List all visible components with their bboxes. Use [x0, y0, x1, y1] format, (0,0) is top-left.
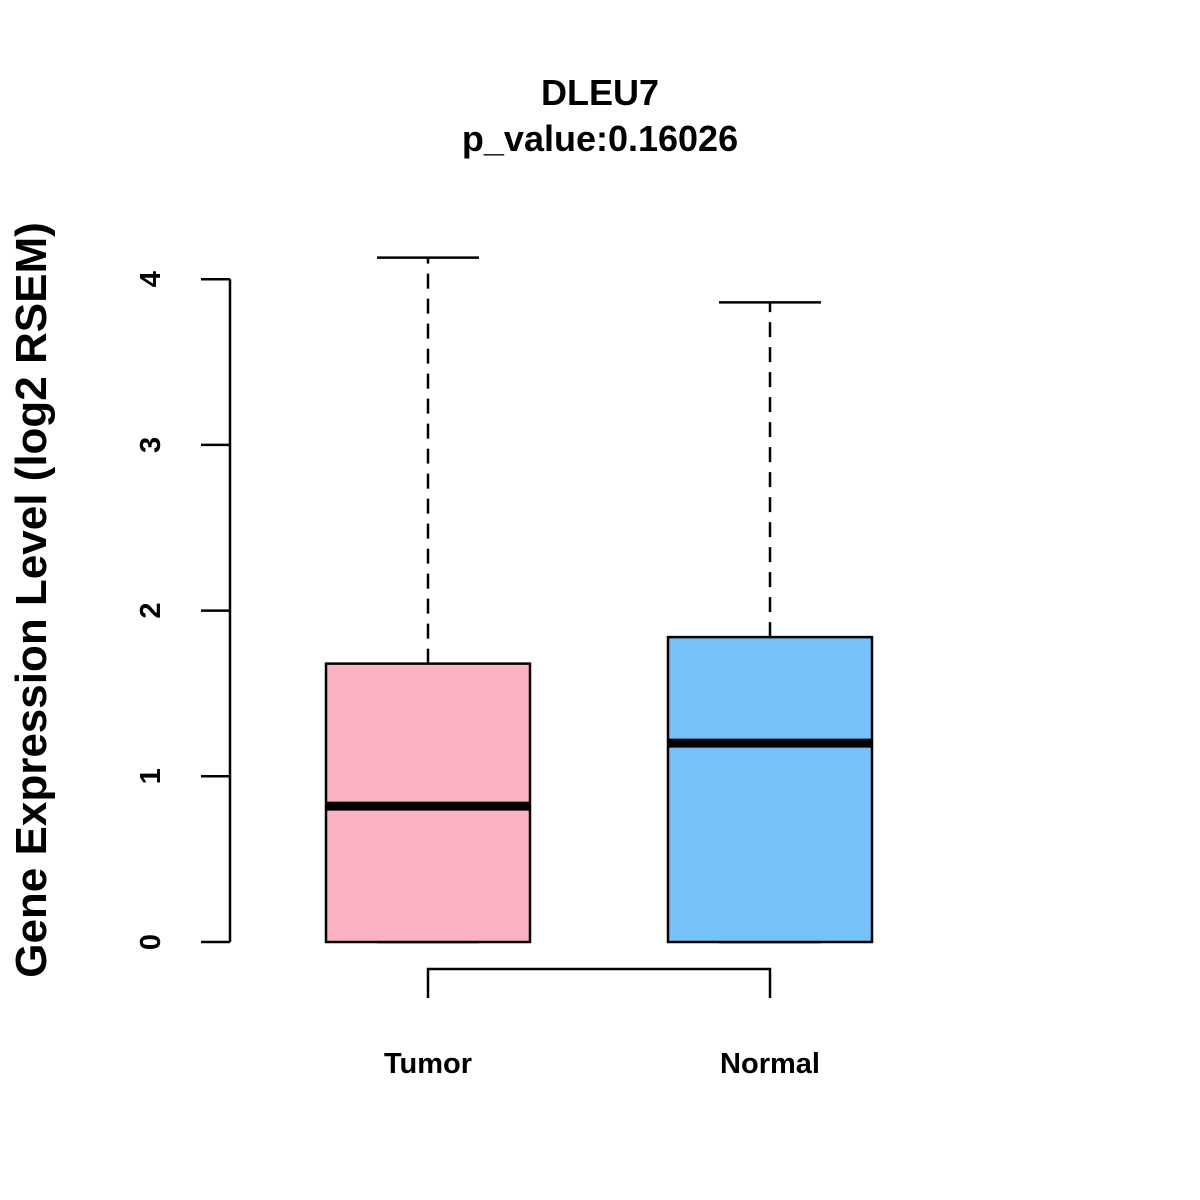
comparison-bracket [426, 967, 772, 998]
y-tick-label: 2 [135, 603, 167, 619]
y-axis: 0 1 2 3 4 [135, 271, 232, 950]
boxes [324, 256, 874, 944]
bracket-line [426, 967, 772, 998]
box-iqr [666, 635, 874, 944]
chart-title: DLEU7 [541, 72, 659, 113]
x-tick-label: Tumor [384, 1048, 472, 1080]
y-axis-label: Gene Expression Level (log2 RSEM) [7, 222, 56, 978]
y-tick-label: 0 [135, 934, 167, 950]
chart-subtitle: p_value:0.16026 [462, 118, 738, 159]
box-group-normal [666, 301, 874, 944]
y-tick-label: 4 [135, 271, 167, 287]
box-group-tumor [324, 256, 532, 944]
y-tick-label: 3 [135, 437, 167, 453]
x-tick-label: Normal [720, 1048, 820, 1080]
x-axis-labels: Tumor Normal [384, 1048, 820, 1080]
y-tick-label: 1 [135, 768, 167, 784]
